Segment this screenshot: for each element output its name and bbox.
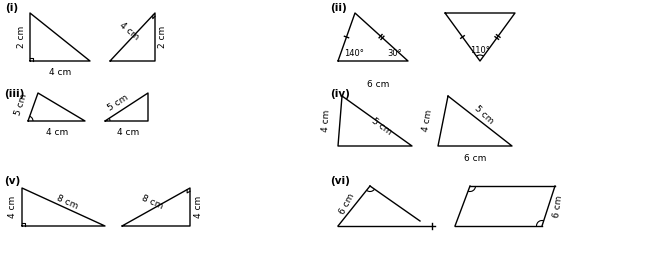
Text: 4 cm: 4 cm [321,109,331,133]
Text: 5 cm: 5 cm [370,117,393,137]
Text: 110°: 110° [470,46,490,55]
Text: 6 cm: 6 cm [464,154,486,163]
Text: 4 cm: 4 cm [46,128,68,137]
Text: 4 cm: 4 cm [118,20,140,41]
Text: 4 cm: 4 cm [49,68,71,77]
Text: (iv): (iv) [330,89,350,99]
Text: 2 cm: 2 cm [158,26,168,48]
Text: 4 cm: 4 cm [421,109,434,133]
Text: 4 cm: 4 cm [9,196,17,218]
Text: 2 cm: 2 cm [17,26,27,48]
Text: (iii): (iii) [4,89,24,99]
Text: (v): (v) [4,176,20,186]
Text: 6 cm: 6 cm [338,192,356,216]
Text: 8 cm: 8 cm [140,193,164,211]
Text: 5 cm: 5 cm [13,93,29,117]
Text: 6 cm: 6 cm [367,80,389,89]
Text: 5 cm: 5 cm [106,93,130,113]
Text: (vi): (vi) [330,176,350,186]
Text: (i): (i) [5,3,18,13]
Text: 30°: 30° [387,49,402,58]
Text: 4 cm: 4 cm [194,196,204,218]
Text: 4 cm: 4 cm [117,128,139,137]
Text: 140°: 140° [344,49,364,58]
Text: 6 cm: 6 cm [552,195,564,219]
Text: 5 cm: 5 cm [473,104,495,126]
Text: 8 cm: 8 cm [55,193,79,211]
Text: (ii): (ii) [330,3,347,13]
